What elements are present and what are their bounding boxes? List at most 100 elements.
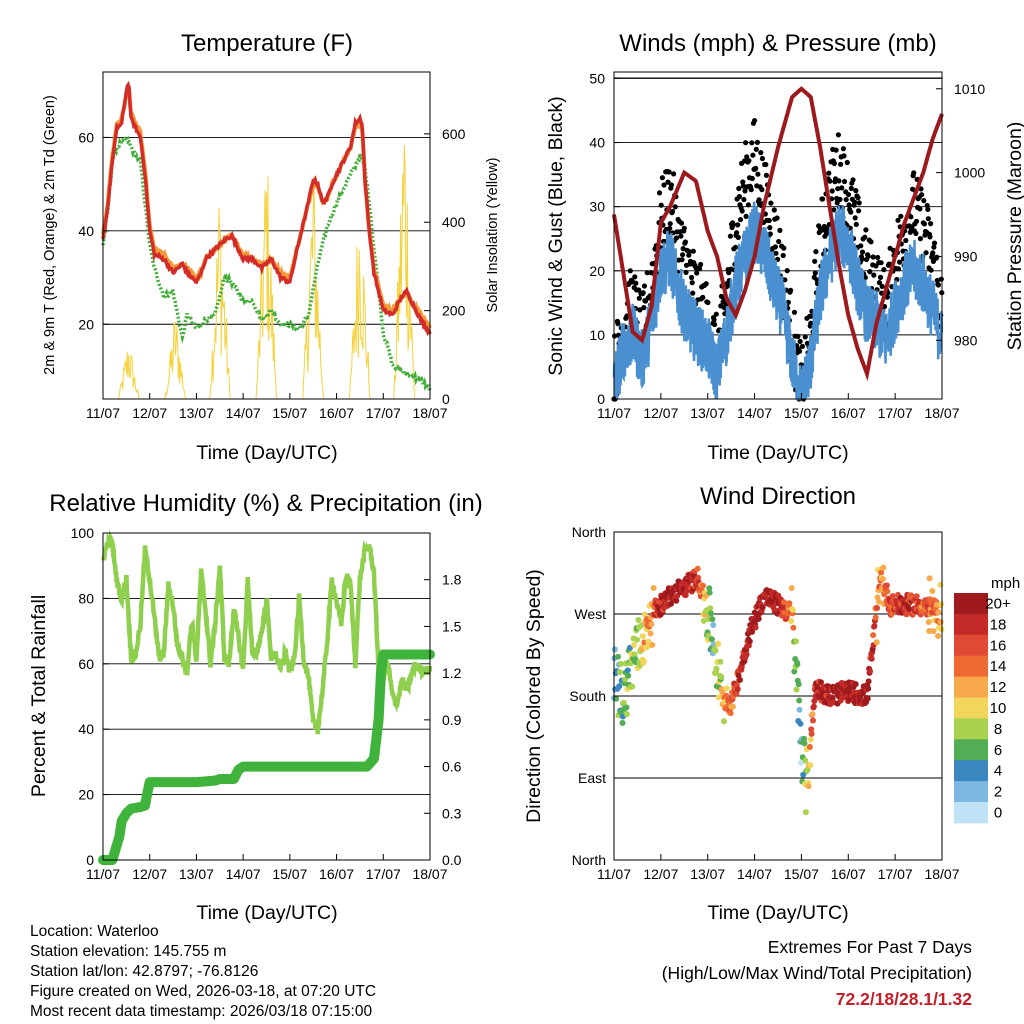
direction-x-ticks: 11/07 12/07 13/07 14/07 15/07 16/07 17/07 18/07: [597, 854, 960, 882]
gust-point: [686, 249, 692, 255]
y-tick-label: 50: [589, 70, 605, 86]
temperature-x-label: Time (Day/UTC): [196, 442, 337, 464]
gust-point: [767, 231, 773, 237]
direction-point: [713, 665, 720, 672]
gust-point: [841, 153, 847, 159]
gust-point: [732, 244, 739, 250]
gust-point: [848, 185, 854, 191]
gust-point: [743, 213, 749, 219]
y-tick-label: 60: [78, 129, 94, 145]
gust-point: [774, 215, 780, 221]
direction-point: [743, 651, 750, 658]
y2-tick-label: 1010: [954, 81, 985, 97]
direction-point: [706, 589, 713, 596]
direction-point: [624, 667, 631, 674]
gust-point: [752, 118, 758, 124]
gust-point: [925, 216, 931, 222]
gust-point: [827, 178, 833, 184]
y-tick-label: 20: [589, 263, 605, 279]
temperature-plot-frame: [102, 71, 431, 400]
gust-point: [836, 178, 842, 184]
direction-point: [620, 699, 627, 706]
direction-point: [801, 735, 808, 742]
colorbar-swatch: [954, 613, 988, 636]
gust-point: [705, 299, 711, 306]
wind-speed-line: [612, 201, 944, 401]
gust-point: [829, 188, 835, 194]
x-tick-label: 12/07: [132, 405, 167, 421]
direction-point: [755, 615, 762, 622]
y2-tick-label: 600: [442, 126, 466, 142]
x-tick-label: 15/07: [272, 405, 307, 421]
x-tick-label: 12/07: [643, 866, 678, 882]
gust-point: [826, 170, 832, 176]
y2-tick-label: 0: [442, 391, 450, 407]
gust-point: [730, 222, 736, 228]
gust-point: [756, 197, 762, 203]
gust-point: [736, 185, 742, 192]
gust-point: [802, 334, 808, 340]
gust-point: [671, 171, 677, 177]
y-tick-label: 30: [589, 199, 605, 215]
insolation-y-label: Solar Insolation (Yellow): [485, 157, 501, 312]
gust-point: [808, 320, 814, 326]
gust-point: [871, 272, 877, 278]
gust-point: [746, 158, 752, 164]
humidity-gridlines: [103, 597, 430, 796]
insolation-spike: [208, 207, 231, 400]
direction-point: [623, 711, 630, 718]
gust-point: [928, 221, 934, 227]
y2-tick-label: 0.9: [442, 712, 462, 728]
direction-point: [864, 695, 871, 702]
direction-point: [810, 717, 816, 724]
gust-point: [703, 281, 709, 287]
insolation-series: [117, 145, 416, 400]
direction-point: [794, 661, 801, 668]
humidity-title: Relative Humidity (%) & Precipitation (i…: [49, 490, 482, 517]
y-tick-label: 60: [78, 656, 94, 672]
gust-point: [667, 225, 673, 231]
y2-tick-label: 1.8: [442, 572, 462, 588]
pressure-y-label: Station Pressure (Maroon): [1004, 122, 1024, 351]
y-tick-label: 20: [78, 787, 94, 803]
direction-point: [795, 681, 802, 688]
y-tick-label: 20: [78, 316, 94, 332]
x-tick-label: 16/07: [319, 866, 354, 882]
gust-point: [740, 179, 746, 185]
gust-point: [865, 253, 871, 259]
y-tick-label: 40: [589, 135, 605, 151]
direction-point: [752, 624, 759, 631]
gust-point: [839, 185, 845, 191]
gust-point: [831, 160, 838, 167]
gust-point: [739, 208, 745, 214]
y2-tick-label: 1.5: [442, 618, 462, 634]
direction-point: [618, 660, 625, 667]
humidity-series: [98, 529, 435, 865]
pressure-y-ticks: 980 990 1000 1010: [936, 81, 985, 348]
direction-point: [935, 633, 942, 639]
direction-point: [710, 622, 717, 628]
direction-point: [913, 593, 920, 600]
temperature-x-ticks: 11/07 12/07 13/07 14/07 15/07 16/07 17/07 18/07: [86, 393, 448, 421]
gust-point: [853, 188, 859, 194]
gust-point: [763, 161, 769, 168]
humidity-panel: Relative Humidity (%) & Precipitation (i…: [28, 490, 483, 924]
gust-point: [838, 161, 844, 167]
direction-point: [638, 622, 645, 629]
direction-point: [734, 686, 741, 693]
station-info: Location: Waterloo Station elevation: 14…: [30, 922, 376, 1022]
gust-point: [656, 190, 663, 196]
gust-point: [698, 261, 704, 268]
y-tick-label: West: [574, 606, 606, 622]
direction-point: [649, 641, 656, 648]
direction-point: [623, 704, 630, 711]
gust-point: [683, 269, 689, 275]
direction-title: Wind Direction: [700, 483, 856, 510]
gust-point: [927, 234, 933, 240]
gust-point: [831, 207, 837, 213]
direction-point: [802, 809, 809, 816]
gust-point: [690, 248, 696, 254]
x-tick-label: 14/07: [226, 405, 261, 421]
direction-point: [631, 642, 637, 648]
temperature-y-label: 2m & 9m T (Red, Orange) & 2m Td (Green): [42, 95, 58, 375]
